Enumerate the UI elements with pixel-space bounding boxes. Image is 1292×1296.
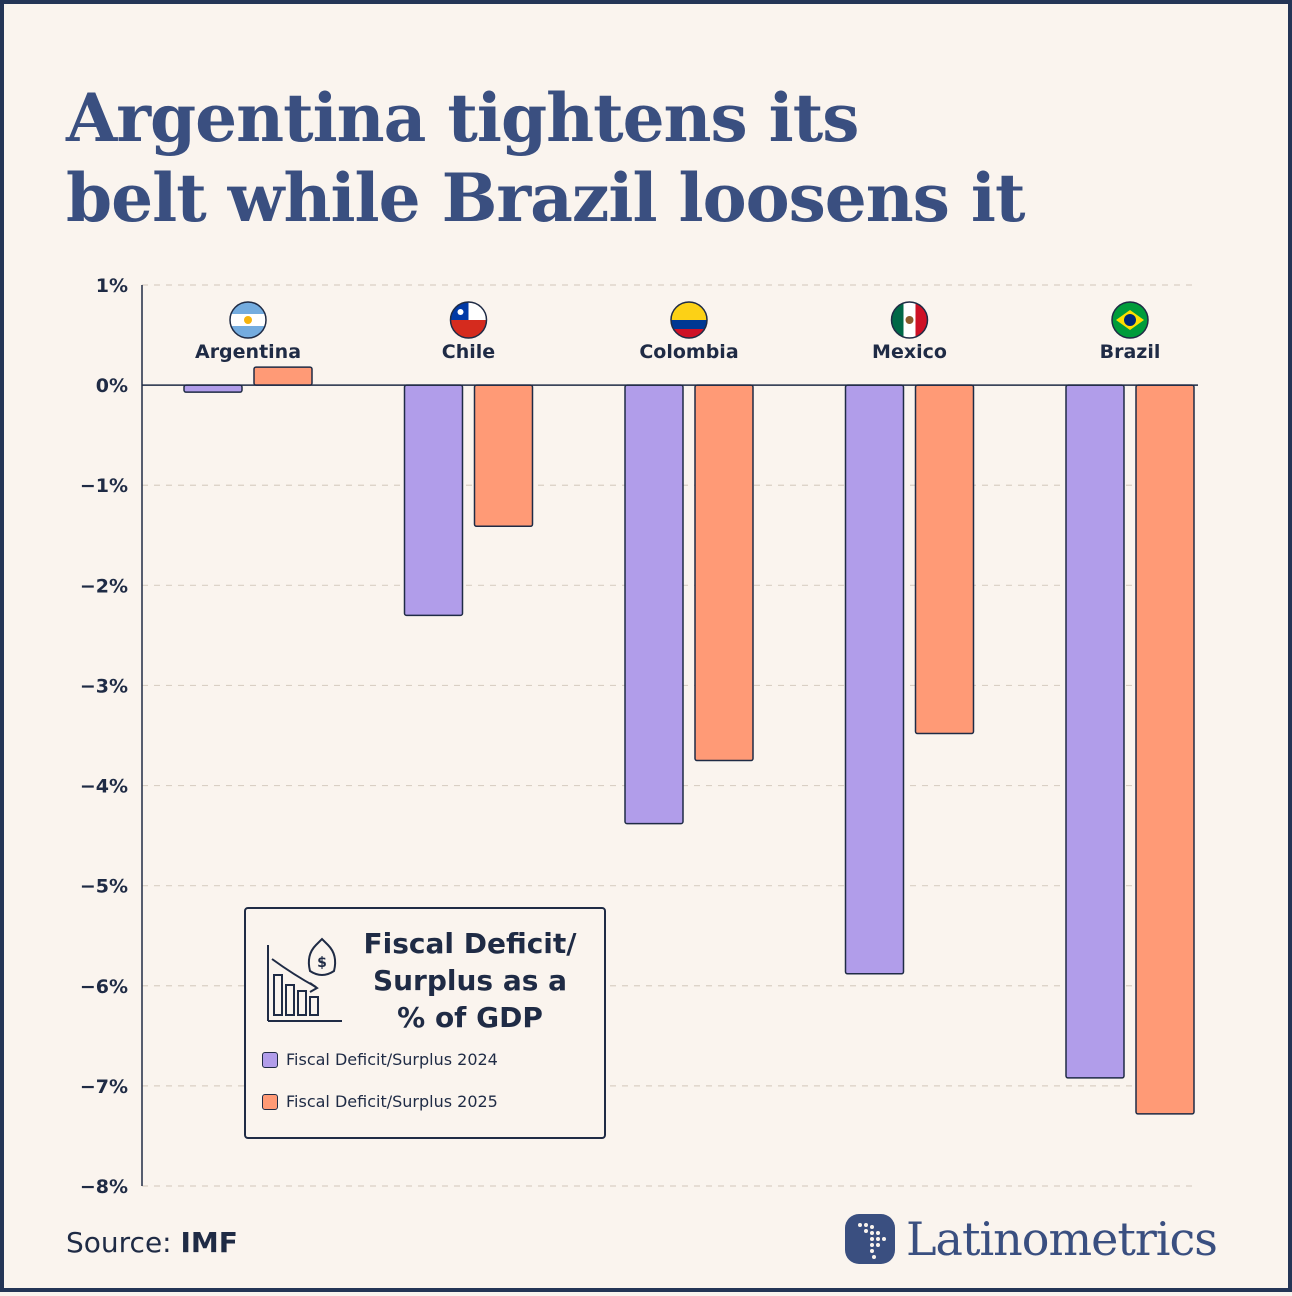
source-label: Source: <box>66 1226 172 1259</box>
chile-flag-icon <box>449 301 488 339</box>
y-tick-label: −2% <box>80 575 128 597</box>
bar-chart: 1% 0% −1% −2% −3% −4% −5% −6% −7% −8% Argentina Chi… <box>80 275 1198 1198</box>
category-label: Brazil <box>1100 341 1161 363</box>
brand-name: Latinometrics <box>906 1212 1218 1266</box>
y-tick-label: −4% <box>80 776 128 798</box>
legend-title: Fiscal Deficit/ Surplus as a % of GDP <box>350 925 590 1036</box>
bar-2025 <box>473 384 534 528</box>
y-tick-label: −8% <box>80 1176 128 1198</box>
legend-label-2025: Fiscal Deficit/Surplus 2025 <box>286 1092 498 1111</box>
category-label: Mexico <box>872 341 947 363</box>
title-line-1: Argentina tightens its <box>66 79 859 157</box>
legend-title-line-2: Surplus as a <box>372 964 568 997</box>
colombia-flag-icon <box>670 301 708 339</box>
source-note: Source: IMF <box>66 1226 238 1259</box>
source-value: IMF <box>180 1226 238 1259</box>
bar-2025 <box>694 384 754 762</box>
chart-title: Argentina tightens its belt while Brazil… <box>66 78 1166 238</box>
mexico-flag-icon <box>890 301 929 339</box>
brand-logo: Latinometrics <box>844 1212 1218 1266</box>
legend-title-line-1: Fiscal Deficit/ <box>363 927 577 960</box>
bar-2024 <box>624 384 684 825</box>
y-tick-label: −5% <box>80 876 128 898</box>
money-bag-bar-chart-icon: $ <box>267 937 342 1022</box>
brazil-flag-icon <box>1111 301 1149 339</box>
svg-text:$: $ <box>317 955 327 971</box>
bar-2024 <box>403 384 464 617</box>
bar-2024 <box>844 384 905 975</box>
bar-2025 <box>253 366 313 386</box>
legend-item-2025: Fiscal Deficit/Surplus 2025 <box>262 1092 498 1111</box>
category-label: Colombia <box>639 341 738 363</box>
argentina-flag-icon <box>229 301 267 339</box>
title-line-2: belt while Brazil loosens it <box>66 159 1025 237</box>
bar-2025 <box>1135 384 1195 1115</box>
y-tick-label: 1% <box>96 275 128 297</box>
y-tick-label: 0% <box>96 375 128 397</box>
bar-2024 <box>1065 384 1125 1079</box>
legend-swatch-2025 <box>262 1093 278 1110</box>
category-label: Chile <box>442 341 495 363</box>
bar-2024 <box>183 384 243 393</box>
category-label: Argentina <box>195 341 301 363</box>
bar-2025 <box>914 384 975 735</box>
y-tick-label: −1% <box>80 475 128 497</box>
y-tick-label: −3% <box>80 675 128 697</box>
y-tick-label: −6% <box>80 976 128 998</box>
legend-item-2024: Fiscal Deficit/Surplus 2024 <box>262 1050 498 1069</box>
legend-swatch-2024 <box>262 1051 278 1068</box>
y-tick-label: −7% <box>80 1076 128 1098</box>
latin-america-map-icon <box>845 1214 895 1264</box>
legend-box: $ Fiscal Deficit/ Surplus as a % of GDP … <box>244 907 606 1139</box>
legend-title-line-3: % of GDP <box>397 1001 543 1034</box>
legend-label-2024: Fiscal Deficit/Surplus 2024 <box>286 1050 498 1069</box>
